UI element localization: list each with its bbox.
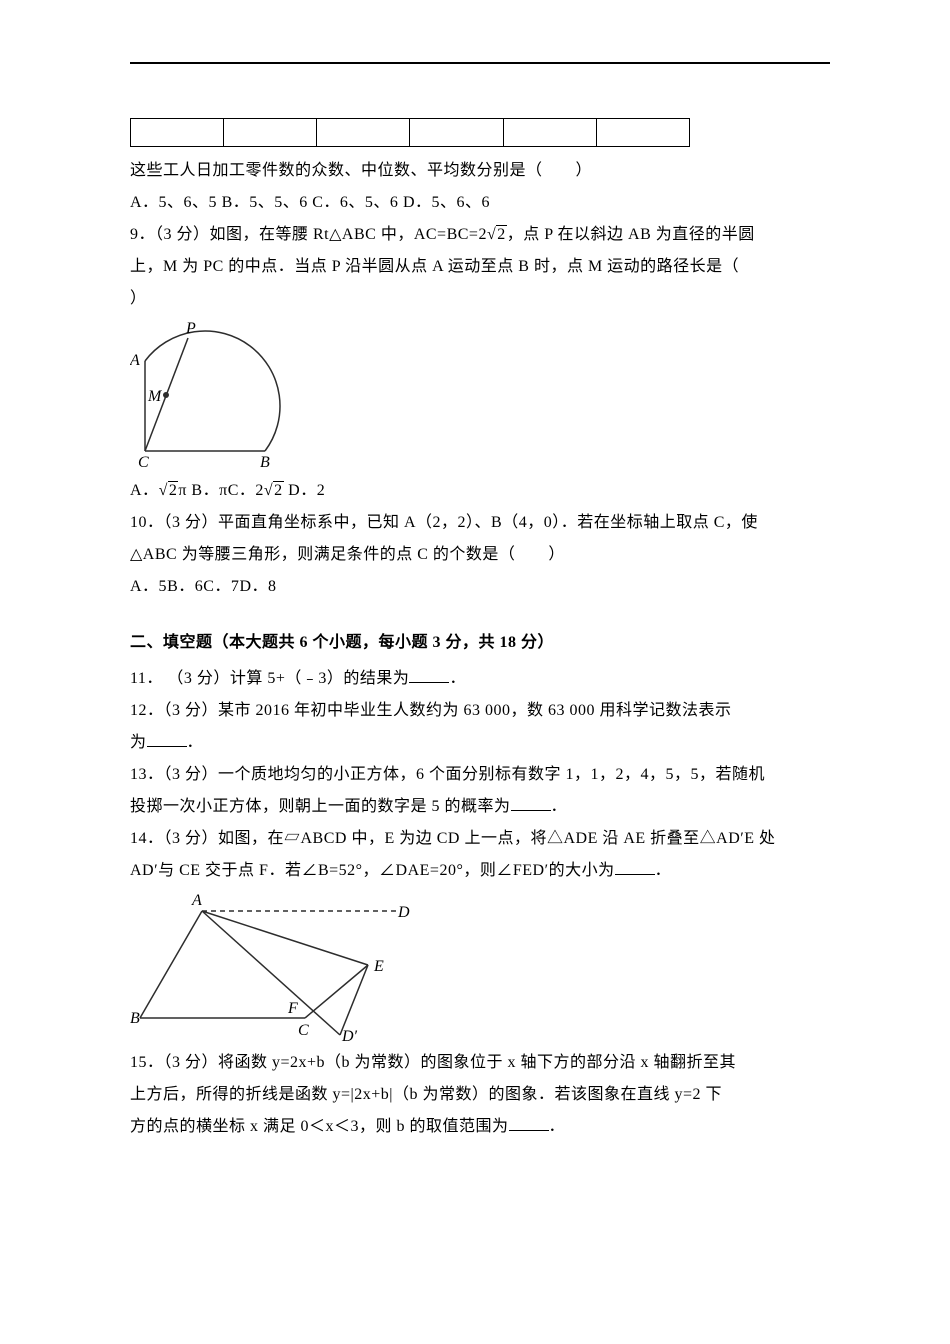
q10-opt-a: A．5 bbox=[130, 578, 167, 595]
q15-stem-line3-post: ． bbox=[549, 1118, 566, 1135]
q9-opt-a-sqrt: 2 bbox=[168, 481, 179, 499]
q9-svg: P A M C B bbox=[130, 321, 285, 471]
table-cell bbox=[131, 119, 224, 147]
q9-opt-c-sqrt: 2 bbox=[273, 481, 284, 499]
q10-stem-line1: 10．（3 分）平面直角坐标系中，已知 A（2，2）、B（4，0）．若在坐标轴上… bbox=[130, 507, 830, 539]
q14-stem-line1: 14．（3 分）如图，在▱ABCD 中，E 为边 CD 上一点，将△ADE 沿 … bbox=[130, 823, 830, 855]
q13-stem-line1: 13．（3 分）一个质地均匀的小正方体，6 个面分别标有数字 1，1，2，4，5… bbox=[130, 759, 830, 791]
segment-adprime bbox=[202, 911, 340, 1035]
label-m: M bbox=[147, 388, 163, 405]
q9-stem-pre: 9．（3 分）如图，在等腰 Rt△ABC 中，AC=BC=2 bbox=[130, 226, 487, 243]
q9-opt-b: B．π bbox=[191, 482, 227, 499]
blank-field bbox=[147, 731, 187, 747]
q9-sqrt-val: 2 bbox=[496, 225, 507, 243]
label-dprime: D′ bbox=[341, 1028, 358, 1043]
segment-ec bbox=[305, 965, 368, 1018]
section2-title: 二、填空题（本大题共 6 个小题，每小题 3 分，共 18 分） bbox=[130, 627, 830, 659]
q12-stem-line2: 为． bbox=[130, 727, 830, 759]
table-cell bbox=[317, 119, 410, 147]
q12-stem-line2-pre: 为 bbox=[130, 734, 147, 751]
q8-opt-c: C．6、5、6 bbox=[312, 194, 398, 211]
q9-options: A．2π B．πC．22 D．2 bbox=[130, 475, 830, 507]
q14-stem-line2: AD′与 CE 交于点 F．若∠B=52°，∠DAE=20°，则∠FED′的大小… bbox=[130, 855, 830, 887]
q9-figure: P A M C B bbox=[130, 321, 830, 471]
q8-options: A．5、6、5 B．5、5、6 C．6、5、6 D．5、6、6 bbox=[130, 187, 830, 219]
q9-opt-d: D．2 bbox=[288, 482, 325, 499]
q10-options: A．5B．6C．7D．8 bbox=[130, 571, 830, 603]
blank-field bbox=[615, 859, 655, 875]
q10-opt-d: D．8 bbox=[239, 578, 276, 595]
q15-stem-line2: 上方后，所得的折线是函数 y=|2x+b|（b 为常数）的图象．若该图象在直线 … bbox=[130, 1079, 830, 1111]
table-cell bbox=[503, 119, 596, 147]
q8-data-table bbox=[130, 118, 690, 147]
blank-field bbox=[511, 795, 551, 811]
label-b: B bbox=[260, 454, 270, 471]
q8-opt-a: A．5、6、5 bbox=[130, 194, 217, 211]
label-b: B bbox=[130, 1010, 140, 1027]
q15-stem-line3-pre: 方的点的横坐标 x 满足 0＜x＜3，则 b 的取值范围为 bbox=[130, 1118, 509, 1135]
label-e: E bbox=[373, 958, 384, 975]
q9-opt-a-post: π bbox=[178, 482, 187, 499]
q9-stem-mid: ，点 P 在以斜边 AB 为直径的半圆 bbox=[507, 226, 755, 243]
q15-stem-line1: 15．（3 分）将函数 y=2x+b（b 为常数）的图象位于 x 轴下方的部分沿… bbox=[130, 1047, 830, 1079]
q11-stem-post: ． bbox=[449, 670, 466, 687]
table-cell bbox=[410, 119, 503, 147]
q13-stem-line2-pre: 投掷一次小正方体，则朝上一面的数字是 5 的概率为 bbox=[130, 798, 511, 815]
blank-field bbox=[409, 667, 449, 683]
q8-stem: 这些工人日加工零件数的众数、中位数、平均数分别是（ ） bbox=[130, 155, 830, 187]
q13-stem-line2: 投掷一次小正方体，则朝上一面的数字是 5 的概率为 ． bbox=[130, 791, 830, 823]
semicircle-arc bbox=[145, 331, 280, 451]
q10-stem-line2: △ABC 为等腰三角形，则满足条件的点 C 的个数是（ ） bbox=[130, 539, 830, 571]
label-p: P bbox=[185, 321, 196, 337]
q14-stem-line2-pre: AD′与 CE 交于点 F．若∠B=52°，∠DAE=20°，则∠FED′的大小… bbox=[130, 862, 615, 879]
q12-stem-line2-post: ． bbox=[187, 734, 204, 751]
blank-field bbox=[509, 1115, 549, 1131]
point-m bbox=[163, 392, 169, 398]
q9-opt-c-pre: C．2 bbox=[228, 482, 264, 499]
label-f: F bbox=[287, 1000, 298, 1017]
label-a: A bbox=[191, 893, 202, 909]
q10-opt-b: B．6 bbox=[167, 578, 203, 595]
q9-stem-line3: ） bbox=[130, 283, 830, 315]
table-cell bbox=[596, 119, 689, 147]
q8-opt-b: B．5、5、6 bbox=[222, 194, 308, 211]
segment-ae bbox=[202, 911, 368, 965]
q10-opt-c: C．7 bbox=[203, 578, 239, 595]
label-d: D bbox=[397, 904, 410, 921]
segment-ab bbox=[140, 911, 202, 1018]
segment-edprime bbox=[340, 965, 368, 1035]
q9-opt-a-pre: A． bbox=[130, 482, 159, 499]
sqrt-icon: 2 bbox=[264, 475, 284, 507]
label-c: C bbox=[298, 1022, 309, 1039]
q15-stem-line3: 方的点的横坐标 x 满足 0＜x＜3，则 b 的取值范围为 ． bbox=[130, 1111, 830, 1143]
q9-stem-line2: 上，M 为 PC 的中点．当点 P 沿半圆从点 A 运动至点 B 时，点 M 运… bbox=[130, 251, 830, 283]
sqrt-icon: 2 bbox=[159, 475, 179, 507]
q8-opt-d: D．5、6、6 bbox=[403, 194, 490, 211]
sqrt-icon: 2 bbox=[487, 219, 507, 251]
page-top-rule bbox=[130, 62, 830, 64]
table-cell bbox=[224, 119, 317, 147]
q13-stem-line2-post: ． bbox=[551, 798, 568, 815]
q14-figure: A D E B F C D′ bbox=[130, 893, 830, 1043]
q9-stem-line1: 9．（3 分）如图，在等腰 Rt△ABC 中，AC=BC=2 2，点 P 在以斜边… bbox=[130, 219, 830, 251]
q11-stem: 11． （3 分）计算 5+（﹣3）的结果为 ． bbox=[130, 663, 830, 695]
q11-stem-pre: 11． （3 分）计算 5+（﹣3）的结果为 bbox=[130, 670, 409, 687]
q14-svg: A D E B F C D′ bbox=[130, 893, 420, 1043]
label-a: A bbox=[130, 352, 140, 369]
q14-stem-line2-post: ． bbox=[655, 862, 672, 879]
q12-stem-line1: 12．（3 分）某市 2016 年初中毕业生人数约为 63 000，数 63 0… bbox=[130, 695, 830, 727]
label-c: C bbox=[138, 454, 149, 471]
